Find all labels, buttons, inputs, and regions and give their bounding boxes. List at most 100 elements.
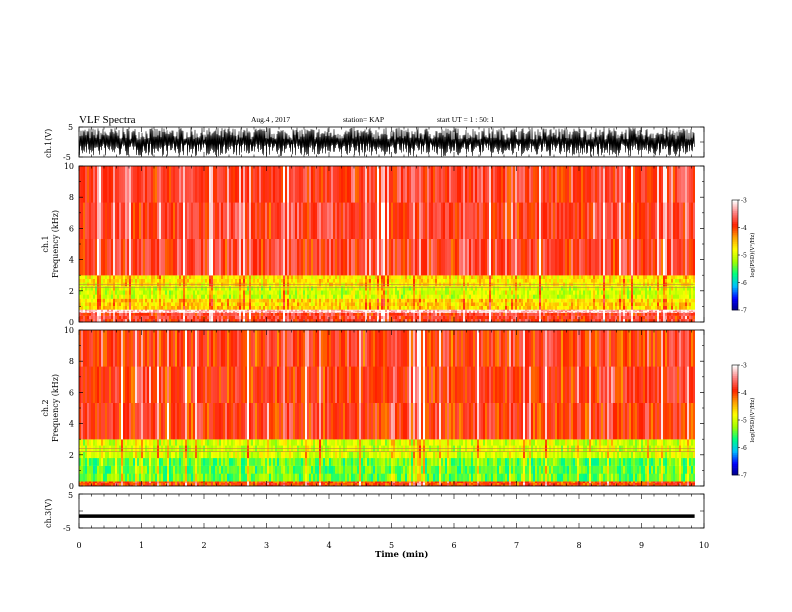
ch1-spectrogram-cell (557, 238, 559, 276)
ch1-spectrogram-cell (555, 278, 557, 283)
ch1-spectrogram-cell (529, 166, 531, 203)
ch1-spectrogram-cell (207, 309, 209, 311)
ch1-spectrogram-cell (109, 278, 111, 283)
ch1-spectrogram-cell (495, 238, 497, 276)
ch1-spectrogram-cell (519, 315, 521, 320)
ch1-spectrogram-cell (275, 315, 277, 320)
ch1-spectrogram-cell (413, 310, 415, 312)
ch1-spectrogram-cell (595, 312, 597, 316)
ch1-spectrogram-cell (529, 310, 531, 312)
ch1-spectrogram-cell (405, 294, 407, 299)
ch1-spectrogram-cell (175, 302, 177, 306)
ch1-spectrogram-cell (99, 166, 101, 203)
ch1-spectrogram-cell (505, 309, 507, 311)
ch1-spectrogram-cell (583, 278, 585, 283)
ch1-spectrogram-cell (305, 302, 307, 306)
ch1-spectrogram-cell (569, 309, 571, 311)
ch1-spectrogram-cell (599, 202, 601, 239)
ch1-spectrogram-cell (219, 318, 221, 323)
ch1-spectrogram-cell (623, 302, 625, 306)
ch1-spectrogram-cell (159, 302, 161, 306)
ch1-spectrogram-cell (213, 302, 215, 306)
ch1-spectrogram-cell (405, 318, 407, 323)
ch1-spectrogram-cell (359, 202, 361, 239)
ch1-spectrogram-cell (525, 278, 527, 283)
ch1-spectrogram-cell (159, 305, 161, 310)
ch1-spectrogram-cell (599, 312, 601, 316)
ch1-spectrogram-cell (175, 278, 177, 283)
ch1-spectrogram-cell (157, 286, 159, 291)
ch1-spectrogram-cell (547, 310, 549, 312)
ch1-spectrogram-cell (213, 315, 215, 320)
ch1-spectrogram-cell (335, 286, 337, 291)
ch1-spectrogram-cell (341, 290, 343, 295)
ch1-spectrogram-cell (311, 310, 313, 312)
ch1-spectrogram-cell (317, 278, 319, 283)
ch1-spectrogram-cell (191, 312, 193, 316)
ch1-spectrogram-cell (89, 309, 91, 311)
ch1-spectrogram-cell (339, 286, 341, 291)
ch1-spectrogram-cell (309, 294, 311, 299)
ch1-spectrogram-cell (185, 312, 187, 316)
ch1-spectrogram-cell (423, 298, 425, 303)
ch1-spectrogram-cell (269, 166, 271, 203)
ch1-spectrogram-cell (607, 312, 609, 316)
ch1-spectrogram-cell (299, 278, 301, 283)
ch1-spectrogram-cell (93, 290, 95, 295)
ch1-spectrogram-cell (279, 312, 281, 316)
ch1-spectrogram-cell (165, 166, 167, 203)
ch1-spectrogram-cell (341, 286, 343, 291)
ch1-spectrogram-cell (171, 302, 173, 306)
ch1-spectrogram-cell (369, 166, 371, 203)
ch1-spectrogram-cell (369, 298, 371, 303)
ch1-spectrogram-cell (93, 309, 95, 311)
ch1-spectrogram-cell (503, 305, 505, 310)
ch1-spectrogram-cell (243, 166, 245, 203)
ch1-spectrogram-cell (91, 166, 93, 203)
ch1-spectrogram-cell (549, 318, 551, 323)
ch1-spectrogram-cell (227, 290, 229, 295)
ch1-spectrogram-cell (283, 312, 285, 316)
ch1-spectrogram-cell (517, 202, 519, 239)
ch1-spectrogram-cell (365, 294, 367, 299)
ch1-spectrogram-cell (575, 290, 577, 295)
ch1-spectrogram-cell (485, 166, 487, 203)
ch1-spectrogram-cell (577, 310, 579, 312)
ch1-spectrogram-cell (245, 294, 247, 299)
ch1-spectrogram-cell (615, 305, 617, 310)
ch1-spectrogram-cell (149, 294, 151, 299)
ch1-spectrogram-cell (371, 202, 373, 239)
ch1-spectrogram-cell (541, 309, 543, 311)
ch1-spectrogram-cell (471, 202, 473, 239)
ch1-spectrogram-cell (173, 312, 175, 316)
ch1-spectrogram-cell (173, 238, 175, 276)
ch1-spectrogram-cell (111, 309, 113, 311)
ch1-spectrogram-cell (141, 286, 143, 291)
ch1-spectrogram-cell (177, 275, 179, 279)
ch1-spectrogram-cell (285, 315, 287, 320)
ch1-spectrogram-cell (451, 315, 453, 320)
ch1-spectrogram-cell (435, 312, 437, 316)
ch1-spectrogram-cell (231, 166, 233, 203)
ch1-spectrogram-cell (167, 302, 169, 306)
ch1-spectrogram-cell (215, 318, 217, 323)
ch1-spectrogram-cell (409, 202, 411, 239)
ch1-spectrogram-cell (371, 318, 373, 323)
ch1-spectrogram-cell (437, 202, 439, 239)
ch1-spectrogram-cell (489, 315, 491, 320)
ch1-spectrogram-cell (455, 278, 457, 283)
ch1-spectrogram-cell (601, 315, 603, 320)
ch1-spectrogram-cell (451, 290, 453, 295)
ch1-spectrogram-cell (351, 275, 353, 279)
ch1-spectrogram-cell (601, 286, 603, 291)
ch1-spectrogram-cell (123, 318, 125, 323)
ch1-spectrogram-cell (95, 311, 97, 313)
ch1-spectrogram-cell (129, 290, 131, 295)
ch1-spectrogram-cell (215, 311, 217, 313)
ch1-spectrogram-cell (563, 312, 565, 316)
ch1-spectrogram-cell (477, 305, 479, 310)
ch1-spectrogram-cell (287, 302, 289, 306)
ch1-spectrogram-cell (111, 166, 113, 203)
ch1-spectrogram-cell (587, 318, 589, 323)
ch1-spectrogram-cell (449, 305, 451, 310)
